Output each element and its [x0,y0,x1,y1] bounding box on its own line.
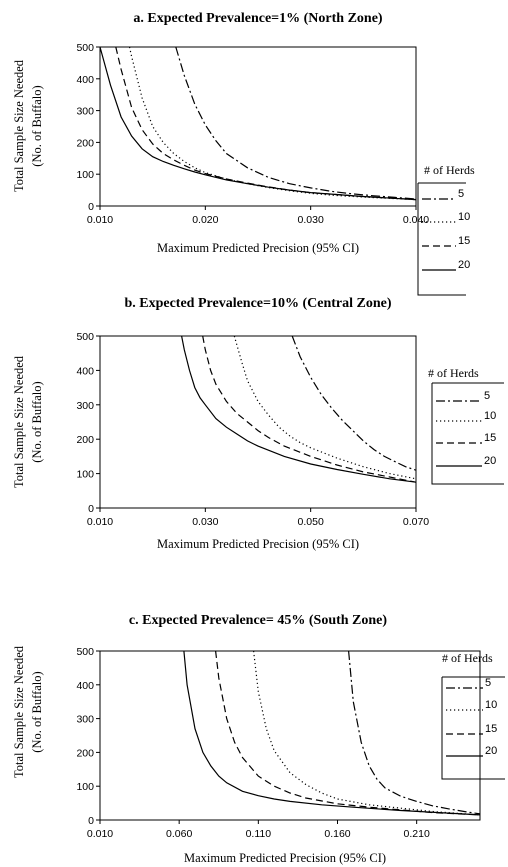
series-line-10-herds [233,335,416,480]
y-tick-label: 100 [76,469,94,481]
legend-label: 10 [485,699,497,711]
y-tick-label: 400 [76,74,94,86]
y-tick-label: 500 [76,42,94,54]
x-axis-label: Maximum Predicted Precision (95% CI) [157,537,359,551]
y-axis-label-unit: (No. of Buffalo) [30,85,44,166]
legend-label: 10 [458,211,470,223]
chart-panel-a: a. Expected Prevalence=1% (North Zone) 0 1… [12,11,475,296]
x-tick-label: 0.010 [87,828,113,840]
y-tick-label: 400 [76,365,94,377]
x-tick-label: 0.160 [324,828,350,840]
legend-title: # of Herds [428,366,479,380]
series-line-20-herds [181,335,416,483]
x-tick-label: 0.110 [246,828,272,840]
x-tick-label: 0.040 [403,214,429,226]
series-line-20-herds [183,650,480,816]
y-tick-label: 400 [76,680,94,692]
y-tick-label: 300 [76,106,94,118]
y-tick-label: 300 [76,714,94,726]
legend-label: 10 [484,410,496,422]
y-tick-label: 0 [88,815,94,827]
y-axis-label: Total Sample Size Needed [12,355,26,488]
x-tick-label: 0.050 [298,516,324,528]
series-line-5-herds [291,335,416,471]
y-tick-label: 100 [76,781,94,793]
plot-area [99,335,417,509]
legend-label: 20 [484,455,496,467]
x-tick-label: 0.060 [166,828,192,840]
x-axis-label: Maximum Predicted Precision (95% CI) [157,241,359,255]
x-tick-label: 0.030 [192,516,218,528]
legend-box [441,676,505,780]
legend-label: 5 [484,390,490,402]
legend-label: 20 [485,745,497,757]
y-tick-label: 500 [76,646,94,658]
legend-label: 15 [485,723,497,735]
y-axis-label: Total Sample Size Needed [12,645,26,778]
series-line-10-herds [128,46,416,201]
series-line-10-herds [253,650,480,816]
legend-label: 15 [484,432,496,444]
plot-area [99,650,481,821]
x-tick-label: 0.070 [403,516,429,528]
legend-label: 20 [458,259,470,271]
chart-panel-c: c. Expected Prevalence= 45% (South Zone)… [12,613,505,865]
series-line-15-herds [215,650,480,816]
legend-label: 5 [485,677,491,689]
y-tick-label: 200 [76,434,94,446]
x-tick-label: 0.010 [87,516,113,528]
x-axis-label: Maximum Predicted Precision (95% CI) [184,851,386,865]
series-line-5-herds [348,650,480,815]
y-tick-label: 500 [76,331,94,343]
y-tick-label: 100 [76,169,94,181]
chart-title: c. Expected Prevalence= 45% (South Zone) [129,613,387,628]
legend-title: # of Herds [424,163,475,177]
y-tick-label: 200 [76,137,94,149]
x-tick-label: 0.030 [298,214,324,226]
legend-title: # of Herds [442,651,493,665]
x-tick-label: 0.210 [404,828,430,840]
legend-label: 15 [458,235,470,247]
legend-label: 5 [458,188,464,200]
series-line-5-herds [175,46,416,200]
y-tick-label: 200 [76,747,94,759]
chart-title: b. Expected Prevalence=10% (Central Zone… [124,296,391,311]
y-axis-label-unit: (No. of Buffalo) [30,381,44,462]
y-axis-label-unit: (No. of Buffalo) [30,671,44,752]
y-tick-label: 300 [76,400,94,412]
y-axis-label: Total Sample Size Needed [12,59,26,192]
legend-box [417,182,466,296]
chart-panel-b: b. Expected Prevalence=10% (Central Zone… [12,296,504,551]
chart-title: a. Expected Prevalence=1% (North Zone) [133,11,383,26]
y-tick-label: 0 [88,201,94,213]
x-tick-label: 0.010 [87,214,113,226]
legend-box [431,382,504,485]
plot-area [99,46,417,207]
y-tick-label: 0 [88,503,94,515]
series-line-15-herds [202,335,416,483]
x-tick-label: 0.020 [192,214,218,226]
series-line-20-herds [100,46,416,201]
